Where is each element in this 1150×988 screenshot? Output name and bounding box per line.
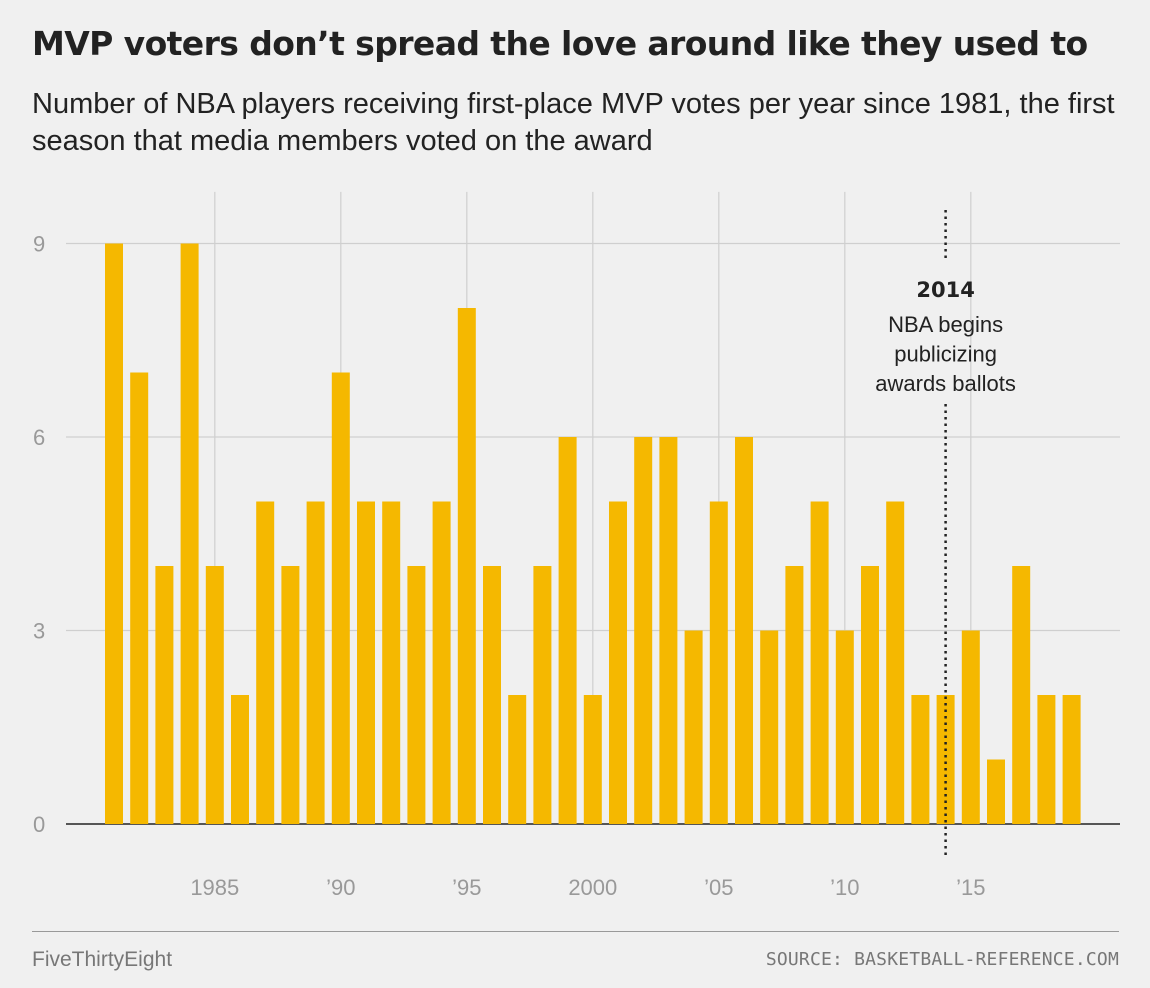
bar-1985 bbox=[205, 566, 224, 824]
bar-2006 bbox=[735, 437, 753, 824]
x-tick-label-1995: ’95 bbox=[452, 875, 481, 900]
bar-1995 bbox=[457, 308, 476, 824]
x-tick-label-2015: ’15 bbox=[956, 875, 985, 900]
chart-title: MVP voters don’t spread the love around … bbox=[32, 24, 1088, 63]
annotation-year: 2014 bbox=[916, 278, 974, 302]
y-axis-labels: 0 3 6 9 bbox=[33, 232, 45, 838]
annotation-text-line-1: NBA begins bbox=[888, 312, 1003, 337]
bar-1986 bbox=[231, 695, 249, 824]
bar-1983 bbox=[155, 566, 174, 824]
annotation-text-line-2: publicizing bbox=[894, 342, 997, 367]
bar-1994 bbox=[432, 501, 451, 824]
bar-1981 bbox=[105, 243, 123, 824]
x-tick-label-1990: ’90 bbox=[326, 875, 355, 900]
bar-1984 bbox=[180, 243, 199, 824]
bar-1998 bbox=[533, 566, 552, 824]
bar-1990 bbox=[331, 372, 350, 824]
annotation: 2014 NBA begins publicizing awards ballots bbox=[875, 210, 1016, 858]
bar-2002 bbox=[634, 437, 653, 824]
bar-2007 bbox=[760, 630, 779, 824]
bar-2016 bbox=[987, 759, 1005, 824]
bar-2004 bbox=[684, 630, 703, 824]
bar-2010 bbox=[835, 630, 854, 824]
bar-2014 bbox=[936, 695, 955, 824]
y-tick-label-9: 9 bbox=[33, 232, 45, 257]
bar-2015 bbox=[961, 630, 980, 824]
y-tick-label-3: 3 bbox=[33, 619, 45, 644]
bar-2008 bbox=[785, 566, 804, 824]
y-tick-label-6: 6 bbox=[33, 425, 45, 450]
bar-2003 bbox=[659, 437, 678, 824]
bar-2013 bbox=[911, 695, 930, 824]
brand-label: FiveThirtyEight bbox=[32, 948, 173, 971]
bar-1982 bbox=[130, 372, 149, 824]
bar-1988 bbox=[281, 566, 300, 824]
bar-1989 bbox=[306, 501, 325, 824]
x-tick-label-2005: ’05 bbox=[704, 875, 733, 900]
source-label: SOURCE: BASKETBALL-REFERENCE.COM bbox=[765, 949, 1119, 970]
bar-2011 bbox=[861, 566, 879, 824]
bar-2009 bbox=[810, 501, 829, 824]
bar-2017 bbox=[1012, 566, 1031, 824]
bar-2005 bbox=[709, 501, 728, 824]
annotation-text-line-3: awards ballots bbox=[875, 371, 1016, 396]
chart-subtitle: Number of NBA players receiving first-pl… bbox=[32, 88, 1115, 157]
bars bbox=[105, 243, 1081, 824]
bar-1987 bbox=[256, 501, 275, 824]
bar-2018 bbox=[1037, 695, 1056, 824]
bar-2019 bbox=[1062, 695, 1081, 824]
bar-2000 bbox=[583, 695, 602, 824]
bar-2001 bbox=[609, 501, 627, 824]
x-tick-label-2010: ’10 bbox=[830, 875, 859, 900]
x-axis-labels: 1985 ’90 ’95 2000 ’05 ’10 ’15 bbox=[190, 875, 985, 900]
y-tick-label-0: 0 bbox=[33, 812, 45, 837]
x-tick-label-1985: 1985 bbox=[190, 875, 239, 900]
bar-1997 bbox=[508, 695, 527, 824]
bar-1996 bbox=[483, 566, 501, 824]
bar-1992 bbox=[382, 501, 401, 824]
bar-1999 bbox=[558, 437, 577, 824]
bar-1991 bbox=[357, 501, 375, 824]
bar-2012 bbox=[886, 501, 905, 824]
x-tick-label-2000: 2000 bbox=[568, 875, 617, 900]
bar-1993 bbox=[407, 566, 426, 824]
footer-divider bbox=[32, 931, 1119, 932]
